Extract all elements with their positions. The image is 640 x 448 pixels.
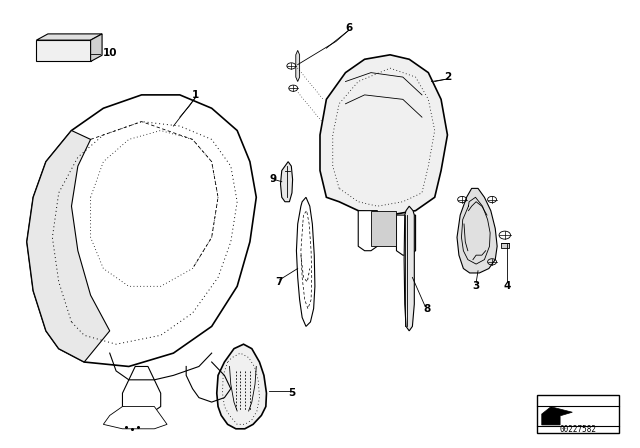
Text: 10: 10 [102,47,117,58]
Text: 00227582: 00227582 [559,425,596,434]
Polygon shape [91,34,102,61]
Text: 5: 5 [288,388,295,398]
Text: 4: 4 [503,281,510,291]
FancyBboxPatch shape [501,243,509,249]
Polygon shape [122,366,161,411]
Text: 6: 6 [345,23,352,33]
Polygon shape [36,34,102,40]
Polygon shape [541,407,572,425]
Polygon shape [371,211,396,246]
Polygon shape [296,197,315,327]
Polygon shape [280,162,292,202]
Polygon shape [404,206,414,331]
Text: 9: 9 [270,174,277,185]
Polygon shape [457,188,497,273]
Polygon shape [296,50,300,82]
Polygon shape [27,95,256,366]
Polygon shape [320,55,447,215]
Text: 3: 3 [472,281,480,291]
Text: 7: 7 [275,277,282,287]
Polygon shape [27,130,109,362]
Polygon shape [396,215,415,255]
Text: 8: 8 [424,304,431,314]
FancyBboxPatch shape [537,396,620,433]
Text: 2: 2 [444,72,451,82]
Text: 1: 1 [192,90,200,100]
Polygon shape [358,211,378,251]
Polygon shape [103,406,167,429]
Polygon shape [217,344,266,429]
Polygon shape [36,40,91,61]
